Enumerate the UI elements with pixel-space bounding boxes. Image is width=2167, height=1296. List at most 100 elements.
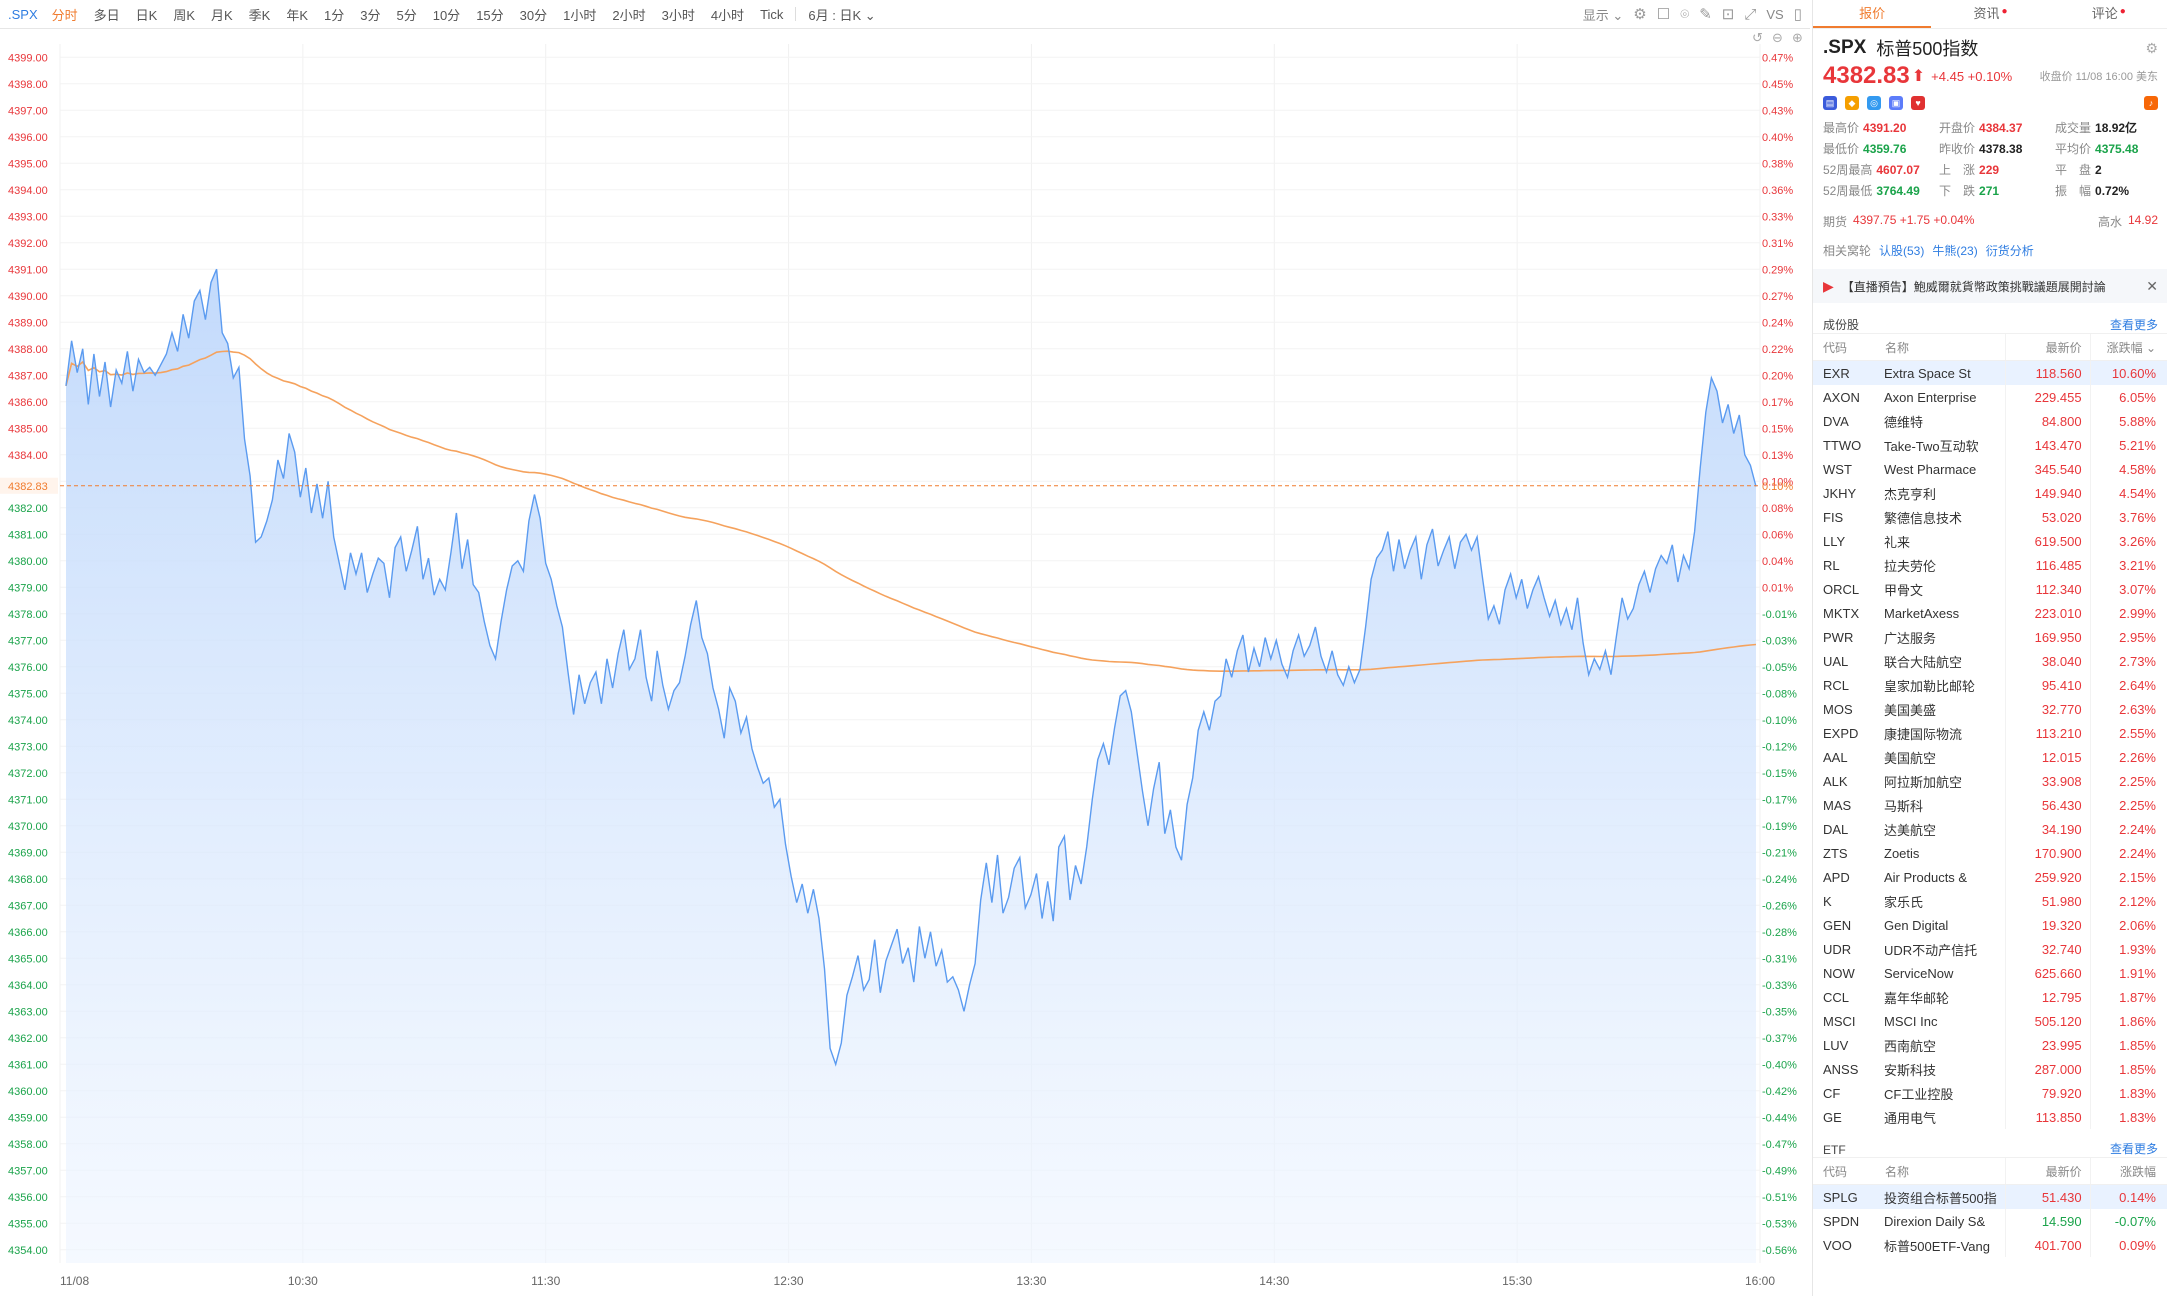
- table-row[interactable]: CCL 嘉年华邮轮 12.795 1.87%: [1813, 985, 2167, 1009]
- favorite-icon[interactable]: ♥: [1911, 96, 1925, 110]
- col-name[interactable]: 名称: [1884, 333, 2006, 361]
- timeframe-tab[interactable]: 10分: [432, 7, 461, 23]
- table-row[interactable]: EXR Extra Space St 118.560 10.60%: [1813, 360, 2167, 385]
- intraday-chart[interactable]: 11/08 10:30 11:30 12:30 13:30 14:30 15:30 16:00…: [0, 28, 1810, 1296]
- timeframe-tab[interactable]: 月K: [211, 7, 233, 23]
- reset-icon[interactable]: ↺: [1752, 31, 1763, 46]
- timeframe-tab[interactable]: 5分: [396, 7, 417, 23]
- lock-icon[interactable]: ⊡: [1721, 6, 1735, 23]
- col-code[interactable]: 代码: [1813, 1157, 1884, 1185]
- col-change[interactable]: 涨跌幅: [2089, 1157, 2167, 1185]
- symbol-label[interactable]: .SPX: [8, 6, 38, 22]
- timeframe-tab[interactable]: 30分: [519, 7, 548, 23]
- timeframe-tab[interactable]: 分时: [51, 7, 78, 23]
- gear-icon[interactable]: ⚙: [2145, 39, 2158, 56]
- table-row[interactable]: SPDN Direxion Daily S& 14.590 -0.07%: [1813, 1209, 2167, 1233]
- tab-quote-label: 报价: [1859, 6, 1886, 21]
- row-change: 1.85%: [2089, 1057, 2167, 1081]
- col-price[interactable]: 最新价: [2004, 1157, 2091, 1185]
- constituents-more-link[interactable]: 查看更多: [2109, 318, 2158, 332]
- bull-bear-link[interactable]: 牛熊(23): [1932, 244, 1978, 258]
- zoom-out-icon[interactable]: ⊖: [1772, 31, 1783, 46]
- y-right-tick-label: -0.35%: [1762, 1006, 1797, 1018]
- live-banner[interactable]: ▶ 【直播預告】鮑威爾就貨幣政策挑戰議題展開討論 ✕: [1813, 269, 2167, 303]
- note-icon[interactable]: ▣: [1889, 96, 1903, 110]
- timeframe-tab[interactable]: 1小时: [563, 7, 597, 23]
- range-select[interactable]: 6月 : 日K ⌄: [800, 5, 883, 24]
- etf-more-link[interactable]: 查看更多: [2109, 1142, 2158, 1156]
- settings-icon[interactable]: ⚙: [1633, 6, 1647, 23]
- table-row[interactable]: WST West Pharmace 345.540 4.58%: [1813, 457, 2167, 481]
- table-row[interactable]: GE 通用电气 113.850 1.83%: [1813, 1105, 2167, 1129]
- table-row[interactable]: GEN Gen Digital 19.320 2.06%: [1813, 913, 2167, 937]
- option-icon[interactable]: ◆: [1845, 96, 1859, 110]
- col-name[interactable]: 名称: [1884, 1157, 2006, 1185]
- timeframe-tab[interactable]: 日K: [135, 7, 158, 23]
- timeframe-tab[interactable]: Tick: [760, 6, 784, 22]
- table-row[interactable]: ORCL 甲骨文 112.340 3.07%: [1813, 577, 2167, 601]
- alert-icon[interactable]: ♪: [2144, 96, 2158, 110]
- fullscreen-icon[interactable]: ⤢: [1744, 5, 1757, 23]
- tab-quote[interactable]: 报价: [1813, 0, 1932, 28]
- call-warrants-link[interactable]: 认股(53): [1879, 244, 1925, 258]
- timeframe-tab[interactable]: 周K: [173, 7, 195, 23]
- table-row[interactable]: ZTS Zoetis 170.900 2.24%: [1813, 841, 2167, 865]
- timeframe-tab[interactable]: 多日: [93, 7, 120, 23]
- table-row[interactable]: NOW ServiceNow 625.660 1.91%: [1813, 961, 2167, 985]
- col-change[interactable]: 涨跌幅 ⌄: [2089, 333, 2167, 361]
- table-row[interactable]: UAL 联合大陆航空 38.040 2.73%: [1813, 649, 2167, 673]
- etf-table: 代码 名称 最新价 涨跌幅 SPLG 投资组合标普500指 51.430 0.14% S…: [1813, 1157, 2167, 1257]
- table-row[interactable]: JKHY 杰克亨利 149.940 4.54%: [1813, 481, 2167, 505]
- col-code[interactable]: 代码: [1813, 333, 1884, 361]
- table-row[interactable]: PWR 广达服务 169.950 2.95%: [1813, 625, 2167, 649]
- timeframe-tab[interactable]: 3分: [360, 7, 381, 23]
- table-row[interactable]: ANSS 安斯科技 287.000 1.85%: [1813, 1057, 2167, 1081]
- y-tick-label: 4357.00: [8, 1165, 48, 1177]
- stat-value: 4391.20: [1863, 121, 1907, 135]
- table-row[interactable]: RL 拉夫劳伦 116.485 3.21%: [1813, 553, 2167, 577]
- table-row[interactable]: AAL 美国航空 12.015 2.26%: [1813, 745, 2167, 769]
- table-row[interactable]: MSCI MSCI Inc 505.120 1.86%: [1813, 1009, 2167, 1033]
- table-row[interactable]: SPLG 投资组合标普500指 51.430 0.14%: [1813, 1184, 2167, 1209]
- table-row[interactable]: LUV 西南航空 23.995 1.85%: [1813, 1033, 2167, 1057]
- table-row[interactable]: LLY 礼来 619.500 3.26%: [1813, 529, 2167, 553]
- table-row[interactable]: RCL 皇家加勒比邮轮 95.410 2.64%: [1813, 673, 2167, 697]
- panel-toggle-icon[interactable]: ▯: [1793, 6, 1802, 23]
- timeframe-tab[interactable]: 季K: [248, 7, 271, 23]
- col-price[interactable]: 最新价: [2004, 333, 2091, 361]
- table-row[interactable]: UDR UDR不动产信托 32.740 1.93%: [1813, 937, 2167, 961]
- table-row[interactable]: EXPD 康捷国际物流 113.210 2.55%: [1813, 721, 2167, 745]
- layout-icon[interactable]: ☐: [1656, 6, 1671, 23]
- table-row[interactable]: K 家乐氏 51.980 2.12%: [1813, 889, 2167, 913]
- share-icon[interactable]: ◎: [1867, 96, 1881, 110]
- table-row[interactable]: APD Air Products & 259.920 2.15%: [1813, 865, 2167, 889]
- derivatives-analysis-link[interactable]: 衍货分析: [1985, 244, 2034, 258]
- table-row[interactable]: DVA 德维特 84.800 5.88%: [1813, 409, 2167, 433]
- table-row[interactable]: AXON Axon Enterprise 229.455 6.05%: [1813, 385, 2167, 409]
- close-icon[interactable]: ✕: [2146, 277, 2158, 294]
- table-row[interactable]: MKTX MarketAxess 223.010 2.99%: [1813, 601, 2167, 625]
- row-name: Air Products &: [1884, 869, 1968, 885]
- table-row[interactable]: MAS 马斯科 56.430 2.25%: [1813, 793, 2167, 817]
- table-row[interactable]: TTWO Take-Two互动软 143.470 5.21%: [1813, 433, 2167, 457]
- tab-comments[interactable]: 评论 ●: [2050, 0, 2167, 28]
- table-row[interactable]: DAL 达美航空 34.190 2.24%: [1813, 817, 2167, 841]
- table-row[interactable]: FIS 繁德信息技术 53.020 3.76%: [1813, 505, 2167, 529]
- timeframe-tab[interactable]: 3小时: [661, 7, 695, 23]
- table-row[interactable]: CF CF工业控股 79.920 1.83%: [1813, 1081, 2167, 1105]
- timeframe-tab[interactable]: 4小时: [710, 7, 745, 23]
- tab-news[interactable]: 资讯 ●: [1931, 0, 2049, 28]
- timeframe-tab[interactable]: 1分: [324, 7, 345, 23]
- table-row[interactable]: VOO 标普500ETF-Vang 401.700 0.09%: [1813, 1233, 2167, 1257]
- display-menu[interactable]: 显示 ⌄: [1583, 5, 1624, 24]
- compare-button[interactable]: VS: [1766, 6, 1784, 22]
- edit-icon[interactable]: ✎: [1699, 6, 1712, 23]
- timeframe-tab[interactable]: 年K: [286, 7, 309, 23]
- zoom-in-icon[interactable]: ⊕: [1792, 31, 1803, 46]
- timeframe-tab[interactable]: 15分: [476, 7, 504, 23]
- table-row[interactable]: MOS 美国美盛 32.770 2.63%: [1813, 697, 2167, 721]
- camera-icon[interactable]: ⌾: [1680, 5, 1690, 23]
- table-row[interactable]: ALK 阿拉斯加航空 33.908 2.25%: [1813, 769, 2167, 793]
- row-change: 2.99%: [2089, 601, 2167, 625]
- timeframe-tab[interactable]: 2小时: [612, 7, 646, 23]
